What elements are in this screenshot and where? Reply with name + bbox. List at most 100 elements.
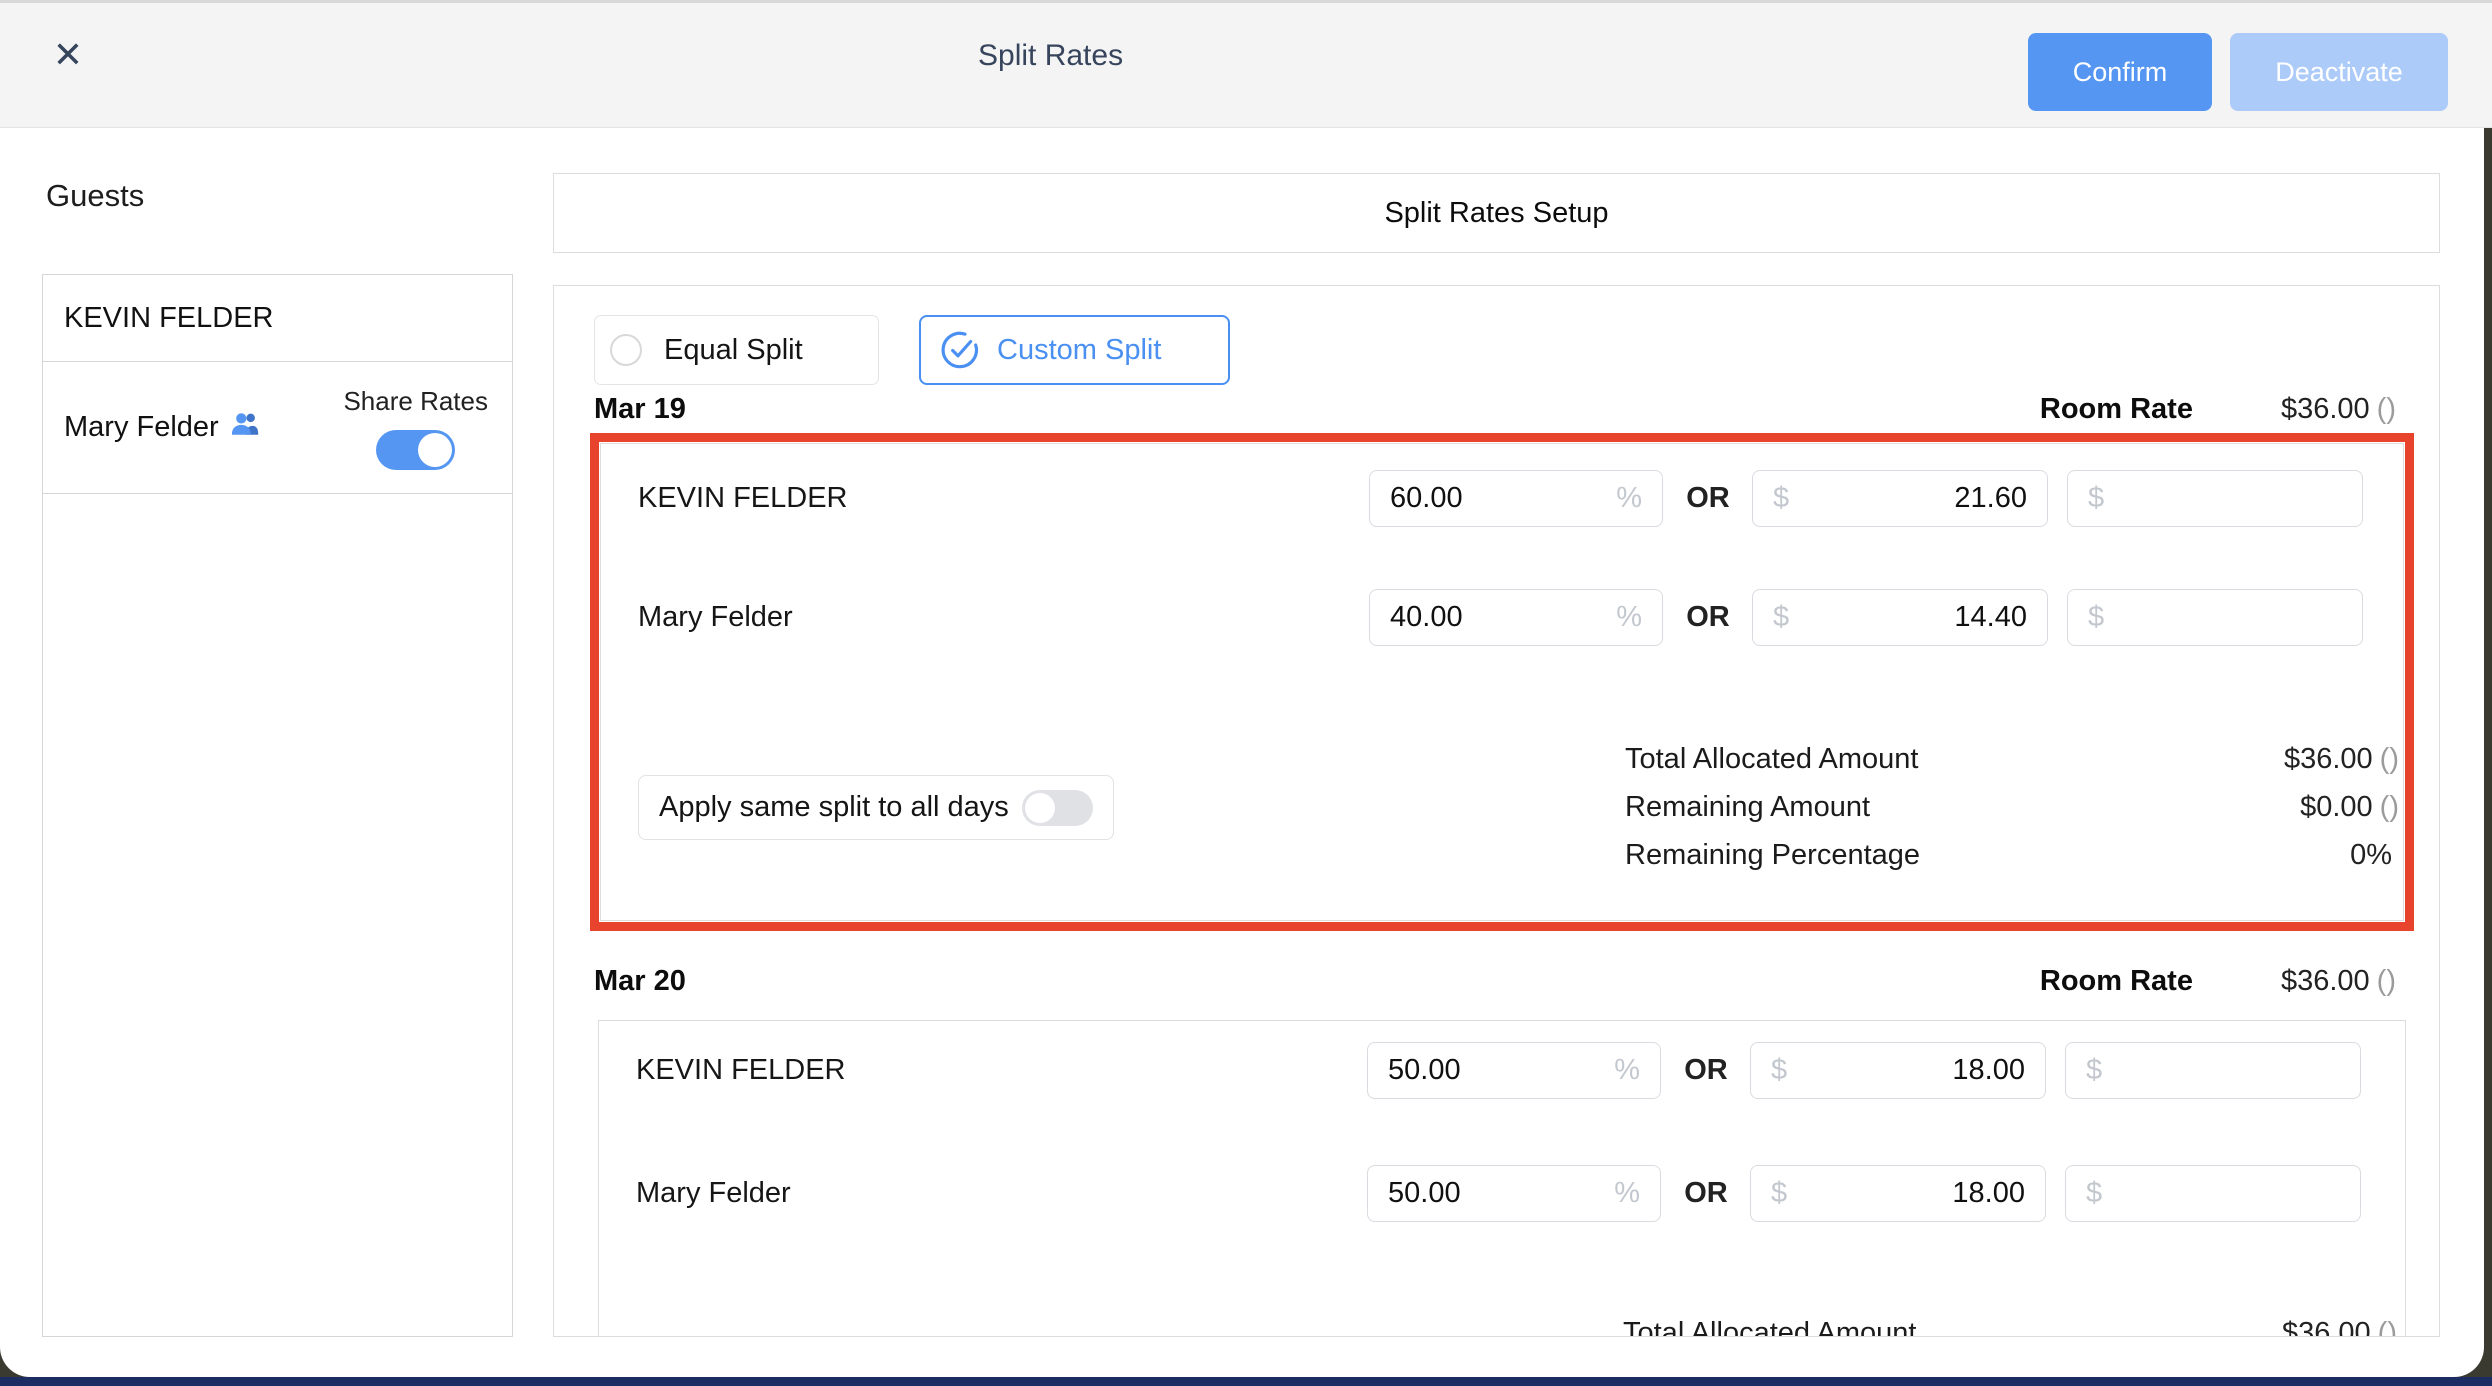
- total-allocated-row: Total Allocated Amount $36.00 (): [1625, 735, 2399, 783]
- guest-name: Mary Felder: [636, 1177, 791, 1209]
- day-date: Mar 19: [594, 392, 686, 425]
- custom-split-label: Custom Split: [997, 333, 1162, 366]
- day-date: Mar 20: [594, 964, 686, 997]
- dollar-symbol: $: [1773, 601, 1790, 633]
- totals-block: Total Allocated Amount $36.00 () Remaini…: [1625, 735, 2399, 879]
- equal-split-option[interactable]: Equal Split: [594, 315, 879, 385]
- confirm-button[interactable]: Confirm: [2028, 33, 2212, 111]
- guest-row-kevin-felder[interactable]: KEVIN FELDER: [43, 275, 512, 362]
- percent-symbol: %: [1614, 1054, 1640, 1086]
- room-rate-suffix: (): [2376, 392, 2396, 425]
- percent-value: 50.00: [1388, 1177, 1461, 1209]
- guest-name: Mary Felder: [638, 601, 793, 633]
- or-label: OR: [1686, 601, 1730, 633]
- totals-label: Remaining Amount: [1625, 790, 1871, 823]
- bottom-accent-bar: [0, 1377, 2492, 1386]
- guest-name: KEVIN FELDER: [638, 482, 848, 514]
- total-allocated-row: Total Allocated Amount $36.00 (): [1623, 1309, 2397, 1337]
- room-rate-label: Room Rate: [2039, 964, 2193, 997]
- apply-same-split-label: Apply same split to all days: [659, 791, 1009, 823]
- split-row-kevin: KEVIN FELDER 60.00 % OR $ 21.60 $: [601, 470, 2403, 527]
- share-rates-toggle[interactable]: [376, 429, 456, 470]
- guests-heading: Guests: [46, 178, 145, 213]
- guest-name: Mary Felder: [64, 411, 219, 443]
- amount-input[interactable]: $ 18.00: [1750, 1042, 2046, 1099]
- setup-header: Split Rates Setup: [553, 173, 2440, 253]
- dialog-body: Guests KEVIN FELDER Mary Felder Share Ra…: [0, 128, 2484, 1377]
- day-card-mar-20: KEVIN FELDER 50.00 % OR $ 18.00 $ Mary F…: [598, 1020, 2406, 1337]
- dialog-header: ✕ Split Rates Confirm Deactivate: [0, 0, 2492, 128]
- dollar-symbol: $: [1773, 482, 1790, 514]
- split-row-kevin: KEVIN FELDER 50.00 % OR $ 18.00 $: [599, 1042, 2405, 1099]
- totals-value: $0.00: [2300, 790, 2373, 823]
- percent-input[interactable]: 60.00 %: [1369, 470, 1663, 527]
- dollar-symbol: $: [1771, 1177, 1788, 1209]
- highlight-rectangle: KEVIN FELDER 60.00 % OR $ 21.60 $: [590, 433, 2414, 931]
- dialog-title: Split Rates: [978, 39, 1124, 72]
- totals-value: 0%: [2350, 838, 2392, 871]
- totals-value: $36.00: [2281, 1316, 2371, 1337]
- guest-name: KEVIN FELDER: [636, 1054, 846, 1086]
- percent-value: 50.00: [1388, 1054, 1461, 1086]
- people-icon: [231, 410, 261, 445]
- amount-input[interactable]: $ 18.00: [1750, 1165, 2046, 1222]
- dollar-symbol: $: [2088, 601, 2105, 633]
- amount-value: 14.40: [1954, 601, 2027, 633]
- deactivate-button[interactable]: Deactivate: [2230, 33, 2448, 111]
- totals-value: $36.00: [2283, 742, 2373, 775]
- amount-value: 18.00: [1952, 1054, 2025, 1086]
- room-rate-value: $36.00: [2280, 392, 2370, 425]
- day-card-mar-19: KEVIN FELDER 60.00 % OR $ 21.60 $: [600, 443, 2404, 921]
- room-rate-suffix: (): [2376, 964, 2396, 997]
- radio-unchecked-icon: [610, 334, 642, 366]
- guest-list: KEVIN FELDER Mary Felder Share Rates: [42, 274, 513, 1337]
- amount-input[interactable]: $ 21.60: [1752, 470, 2048, 527]
- day-header-mar-19: Mar 19 Room Rate $36.00 (): [594, 392, 2396, 426]
- totals-label: Total Allocated Amount: [1625, 742, 1919, 775]
- split-rates-panel: Equal Split Custom Split Mar 19 Room Rat…: [553, 285, 2440, 1337]
- split-row-mary: Mary Felder 50.00 % OR $ 18.00 $: [599, 1165, 2405, 1222]
- remaining-amount-row: Remaining Amount $0.00 (): [1625, 783, 2399, 831]
- dollar-symbol: $: [1771, 1054, 1788, 1086]
- room-rate-value: $36.00: [2280, 964, 2370, 997]
- extra-amount-input[interactable]: $: [2065, 1165, 2361, 1222]
- percent-value: 40.00: [1390, 601, 1463, 633]
- percent-symbol: %: [1614, 1177, 1640, 1209]
- extra-amount-input[interactable]: $: [2065, 1042, 2361, 1099]
- totals-suffix: (): [2377, 1316, 2397, 1337]
- day-header-mar-20: Mar 20 Room Rate $36.00 (): [594, 964, 2396, 998]
- totals-suffix: (): [2379, 742, 2399, 775]
- amount-value: 21.60: [1954, 482, 2027, 514]
- apply-same-split-toggle[interactable]: [1022, 789, 1093, 826]
- percent-symbol: %: [1616, 601, 1642, 633]
- dollar-symbol: $: [2088, 482, 2105, 514]
- remaining-percentage-row: Remaining Percentage 0%: [1625, 831, 2399, 879]
- split-row-mary: Mary Felder 40.00 % OR $ 14.40 $: [601, 589, 2403, 646]
- apply-same-split-control[interactable]: Apply same split to all days: [638, 775, 1114, 840]
- percent-value: 60.00: [1390, 482, 1463, 514]
- close-icon[interactable]: ✕: [52, 34, 84, 75]
- guest-name: KEVIN FELDER: [64, 301, 274, 334]
- setup-title: Split Rates Setup: [1384, 196, 1609, 229]
- split-mode-selector: Equal Split Custom Split: [594, 315, 1230, 385]
- percent-symbol: %: [1616, 482, 1642, 514]
- equal-split-label: Equal Split: [664, 333, 803, 366]
- or-label: OR: [1686, 482, 1730, 514]
- totals-suffix: (): [2379, 790, 2399, 823]
- or-label: OR: [1684, 1054, 1728, 1086]
- percent-input[interactable]: 40.00 %: [1369, 589, 1663, 646]
- custom-split-option[interactable]: Custom Split: [919, 315, 1230, 385]
- guest-row-mary-felder[interactable]: Mary Felder Share Rates: [43, 362, 512, 494]
- extra-amount-input[interactable]: $: [2067, 470, 2363, 527]
- check-circle-icon: [940, 330, 980, 370]
- percent-input[interactable]: 50.00 %: [1367, 1165, 1661, 1222]
- extra-amount-input[interactable]: $: [2067, 589, 2363, 646]
- totals-label: Total Allocated Amount: [1623, 1316, 1917, 1337]
- dollar-symbol: $: [2086, 1054, 2103, 1086]
- percent-input[interactable]: 50.00 %: [1367, 1042, 1661, 1099]
- amount-input[interactable]: $ 14.40: [1752, 589, 2048, 646]
- amount-value: 18.00: [1952, 1177, 2025, 1209]
- totals-block: Total Allocated Amount $36.00 (): [1623, 1309, 2397, 1337]
- room-rate-label: Room Rate: [2039, 392, 2193, 425]
- dollar-symbol: $: [2086, 1177, 2103, 1209]
